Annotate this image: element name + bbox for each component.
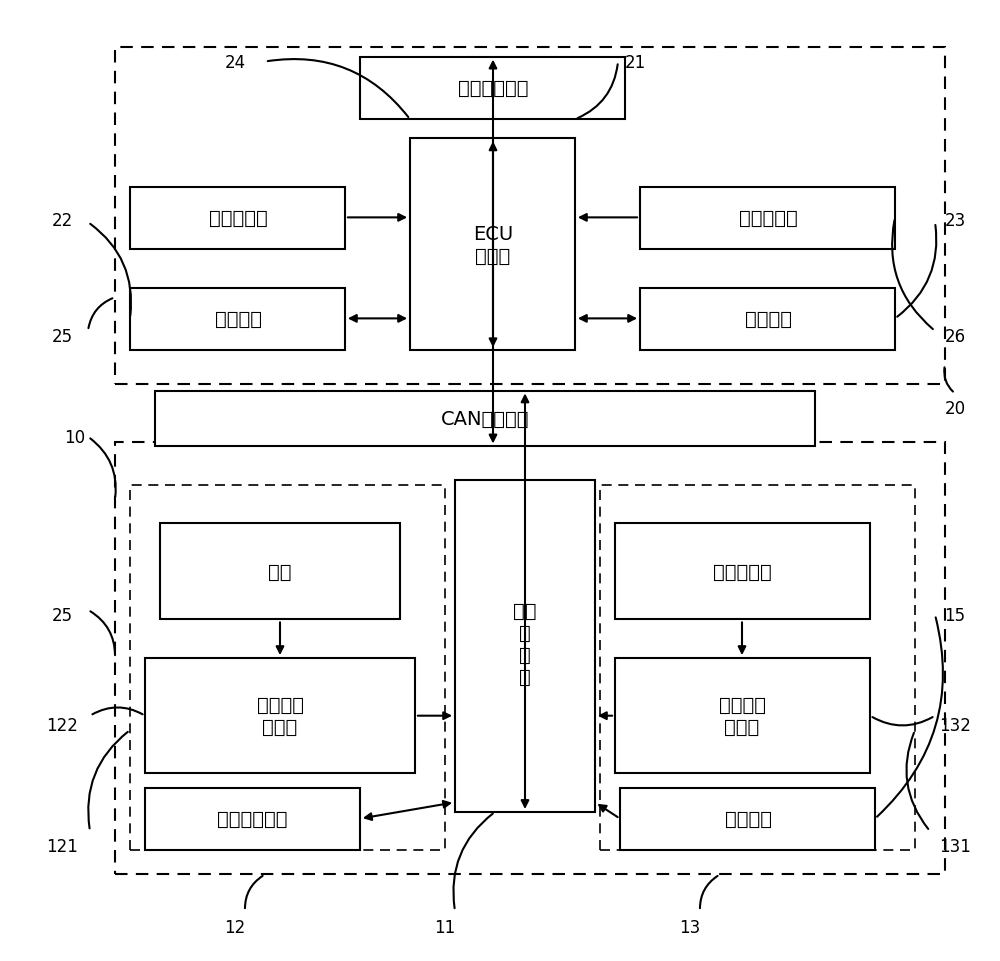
Text: 23: 23 bbox=[944, 212, 966, 230]
Text: 13: 13 bbox=[679, 919, 701, 936]
Text: 132: 132 bbox=[939, 717, 971, 734]
Text: 25: 25 bbox=[51, 328, 73, 345]
Text: 21: 21 bbox=[624, 54, 646, 71]
Text: 15: 15 bbox=[944, 606, 966, 624]
Text: 122: 122 bbox=[46, 717, 78, 734]
Text: 车速传感器: 车速传感器 bbox=[209, 209, 267, 228]
Text: 10: 10 bbox=[64, 429, 86, 446]
FancyBboxPatch shape bbox=[640, 187, 895, 250]
FancyBboxPatch shape bbox=[360, 58, 625, 120]
Text: ECU
控制器: ECU 控制器 bbox=[473, 225, 513, 265]
Text: 131: 131 bbox=[939, 837, 971, 854]
FancyBboxPatch shape bbox=[130, 187, 345, 250]
FancyBboxPatch shape bbox=[145, 658, 415, 774]
FancyBboxPatch shape bbox=[130, 288, 345, 351]
Text: 制动单元: 制动单元 bbox=[214, 309, 262, 329]
Text: CAN通信网络: CAN通信网络 bbox=[441, 409, 529, 429]
FancyBboxPatch shape bbox=[620, 788, 875, 850]
Text: 相机: 相机 bbox=[268, 562, 292, 581]
Text: 电源单元: 电源单元 bbox=[724, 809, 772, 828]
Text: 图像信号
处理器: 图像信号 处理器 bbox=[256, 696, 304, 736]
Text: 121: 121 bbox=[46, 837, 78, 854]
Text: 25: 25 bbox=[51, 606, 73, 624]
FancyBboxPatch shape bbox=[615, 658, 870, 774]
FancyBboxPatch shape bbox=[155, 391, 815, 447]
Text: 电子油门单元: 电子油门单元 bbox=[458, 79, 528, 98]
Text: 转向单元: 转向单元 bbox=[744, 309, 792, 329]
FancyBboxPatch shape bbox=[455, 480, 595, 812]
FancyBboxPatch shape bbox=[160, 524, 400, 620]
Text: 雷达信号
处理器: 雷达信号 处理器 bbox=[718, 696, 766, 736]
Text: 11: 11 bbox=[434, 919, 456, 936]
Text: 毫米波雷达: 毫米波雷达 bbox=[713, 562, 771, 581]
FancyBboxPatch shape bbox=[410, 139, 575, 351]
Text: 12: 12 bbox=[224, 919, 246, 936]
Text: 决策
控
制
器: 决策 控 制 器 bbox=[513, 602, 537, 686]
FancyBboxPatch shape bbox=[145, 788, 360, 850]
FancyBboxPatch shape bbox=[615, 524, 870, 620]
Text: 转角传感器: 转角传感器 bbox=[739, 209, 797, 228]
FancyBboxPatch shape bbox=[640, 288, 895, 351]
Text: 人机交互单元: 人机交互单元 bbox=[217, 809, 287, 828]
Text: 22: 22 bbox=[51, 212, 73, 230]
Text: 26: 26 bbox=[944, 328, 966, 345]
Text: 20: 20 bbox=[944, 400, 966, 417]
Text: 24: 24 bbox=[224, 54, 246, 71]
